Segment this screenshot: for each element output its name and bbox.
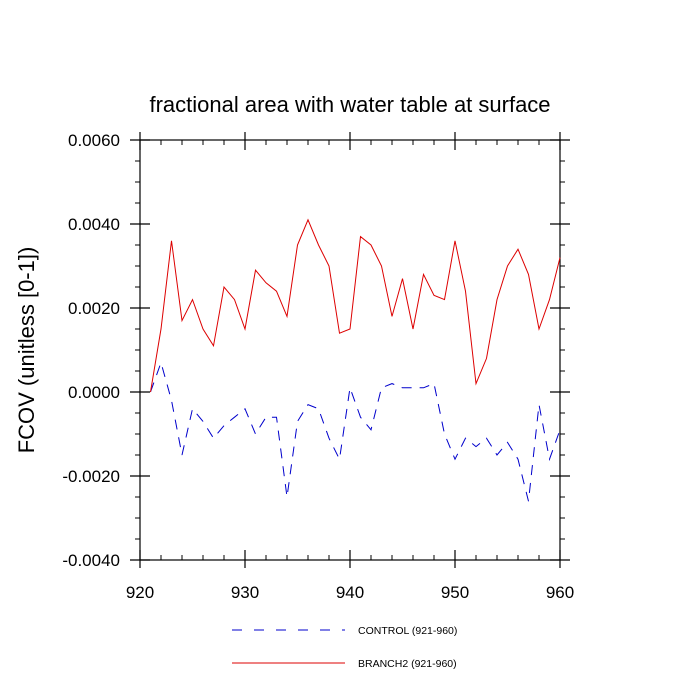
chart-title: fractional area with water table at surf… (149, 92, 550, 117)
x-tick-label: 960 (546, 583, 574, 602)
y-axis-label: FCOV (unitless [0-1]) (14, 247, 39, 454)
y-tick-label: -0.0020 (62, 467, 120, 486)
major-ticks (130, 132, 570, 568)
legend-label-2: BRANCH2 (921-960) (358, 658, 457, 670)
y-tick-label: -0.0040 (62, 551, 120, 570)
x-tick-label: 940 (336, 583, 364, 602)
y-tick-label: 0.0000 (68, 383, 120, 402)
legend: CONTROL (921-960) BRANCH2 (921-960) (232, 625, 457, 670)
legend-label-1: CONTROL (921-960) (358, 625, 457, 637)
x-tick-label: 920 (126, 583, 154, 602)
series-line-2 (150, 218, 561, 393)
x-tick-labels: 920 930 940 950 960 (126, 583, 574, 602)
x-tick-label: 950 (441, 583, 469, 602)
y-tick-label: 0.0060 (68, 131, 120, 150)
y-tick-label: 0.0040 (68, 215, 120, 234)
y-tick-labels: -0.0040 -0.0020 0.0000 0.0020 0.0040 0.0060 (62, 131, 120, 570)
series-line-1 (150, 360, 561, 502)
series-lines (150, 218, 561, 502)
minor-ticks (135, 139, 565, 561)
y-tick-label: 0.0020 (68, 299, 120, 318)
plot-frame (139, 139, 561, 561)
x-tick-label: 930 (231, 583, 259, 602)
